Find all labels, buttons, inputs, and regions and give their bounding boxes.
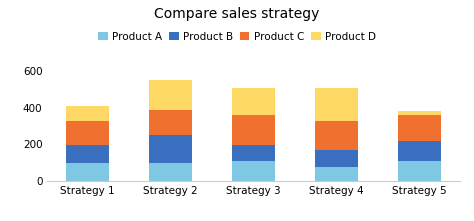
Bar xyxy=(315,167,358,181)
Bar xyxy=(66,145,109,163)
Bar xyxy=(149,135,192,163)
Bar xyxy=(149,80,192,110)
Legend: Product A, Product B, Product C, Product D: Product A, Product B, Product C, Product… xyxy=(98,32,376,42)
Bar xyxy=(232,161,275,181)
Bar xyxy=(66,121,109,145)
Bar xyxy=(315,150,358,167)
Bar xyxy=(66,163,109,181)
Bar xyxy=(398,111,441,115)
Bar xyxy=(315,88,358,121)
Bar xyxy=(398,141,441,161)
Bar xyxy=(149,163,192,181)
Bar xyxy=(149,110,192,135)
Bar xyxy=(232,115,275,145)
Bar xyxy=(66,106,109,121)
Bar xyxy=(398,115,441,141)
Bar xyxy=(398,161,441,181)
Bar xyxy=(232,145,275,161)
Bar xyxy=(315,121,358,150)
Text: Compare sales strategy: Compare sales strategy xyxy=(155,7,319,21)
Bar xyxy=(232,88,275,115)
